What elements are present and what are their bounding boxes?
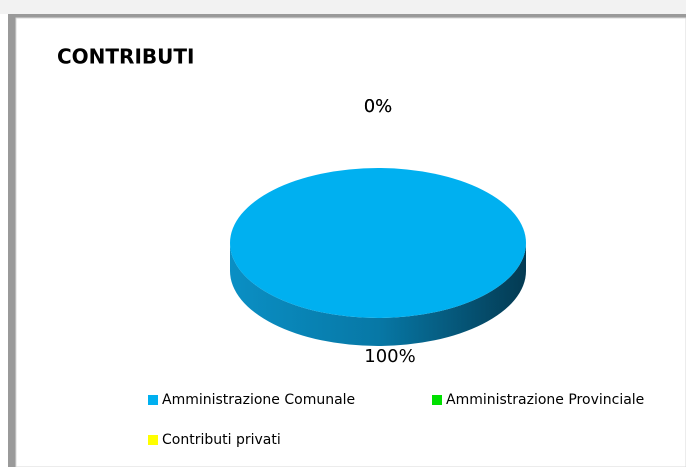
top-strip: [0, 0, 686, 14]
legend-swatch: [148, 435, 158, 445]
data-label: 0%: [364, 96, 393, 117]
chart-title: CONTRIBUTI: [57, 45, 194, 69]
pie-slice: [230, 168, 526, 318]
legend-label: Contributi privati: [162, 432, 281, 448]
legend-swatch: [148, 395, 158, 405]
data-label: 0%: [364, 96, 393, 117]
legend-swatch: [432, 395, 442, 405]
pie-side: [230, 243, 526, 346]
legend: Amministrazione Comunale Amministrazione …: [148, 392, 644, 448]
data-label: 100%: [364, 346, 415, 367]
legend-label: Amministrazione Comunale: [162, 392, 355, 408]
pie: 100%0%0%: [230, 96, 526, 367]
legend-label: Amministrazione Provinciale: [446, 392, 644, 408]
